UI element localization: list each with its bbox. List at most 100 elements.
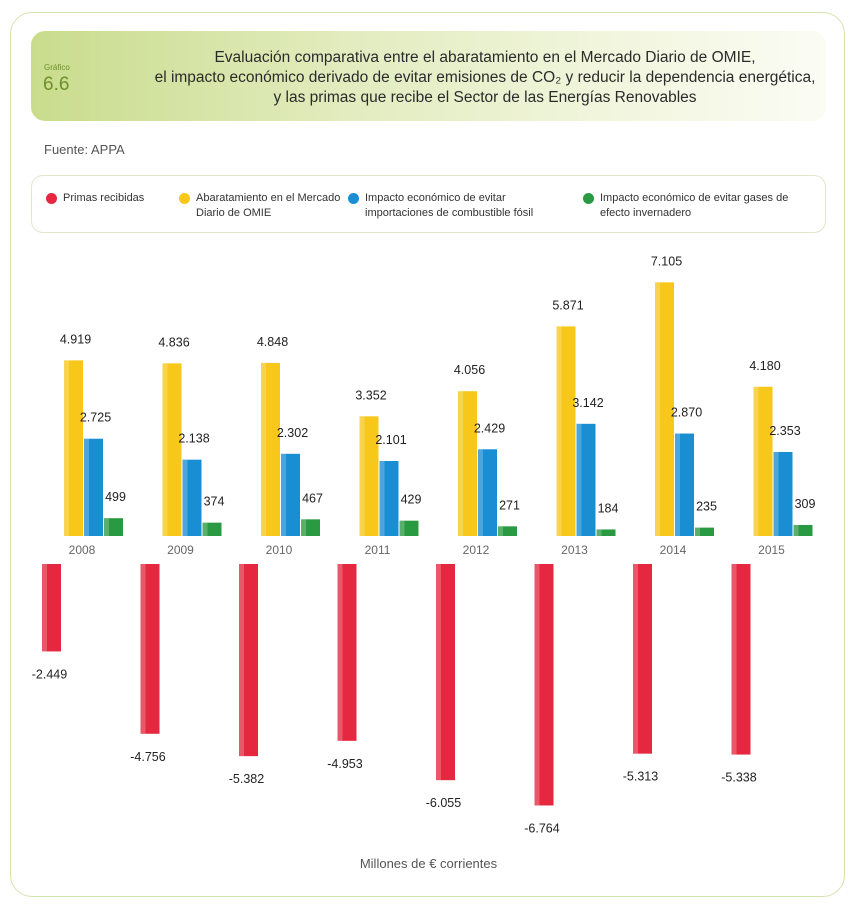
value-label-abaratamiento-2014: 7.105 (651, 254, 682, 268)
year-label-2009: 2009 (167, 543, 194, 557)
value-label-primas-2010: -5.382 (229, 772, 264, 786)
bar-highlight-primas-2009 (140, 564, 146, 734)
bar-highlight-importaciones-2011 (379, 460, 385, 536)
value-label-primas-2014: -5.313 (623, 770, 658, 784)
bar-highlight-abaratamiento-2012 (458, 391, 463, 536)
title-line-1: Evaluación comparativa entre el abaratam… (214, 49, 756, 66)
value-label-primas-2008: -2.449 (32, 667, 67, 681)
chart-header (31, 31, 826, 121)
value-label-importaciones-2014: 2.870 (671, 406, 702, 420)
bar-abaratamiento-2015 (753, 386, 773, 536)
bar-highlight-abaratamiento-2014 (655, 282, 660, 536)
legend-swatch-gases (583, 193, 594, 204)
chart-frame (10, 12, 845, 897)
bar-importaciones-2013 (576, 423, 596, 536)
value-label-importaciones-2009: 2.138 (178, 432, 209, 446)
bar-highlight-importaciones-2015 (773, 451, 779, 536)
bar-gases-2013 (596, 529, 616, 536)
bar-importaciones-2009 (182, 459, 202, 536)
value-label-gases-2010: 467 (302, 491, 323, 505)
legend: Primas recibidas Abaratamiento en el Mer… (31, 175, 826, 233)
value-label-abaratamiento-2015: 4.180 (749, 359, 780, 373)
bar-highlight-abaratamiento-2015 (753, 386, 759, 536)
bar-primas-2013 (534, 564, 554, 806)
value-label-importaciones-2015: 2.353 (769, 424, 800, 438)
bar-highlight-gases-2015 (793, 524, 799, 536)
value-label-gases-2015: 309 (795, 497, 816, 511)
value-label-gases-2009: 374 (204, 495, 225, 509)
bar-highlight-gases-2009 (202, 522, 208, 536)
bar-highlight-gases-2014 (695, 527, 700, 536)
bar-primas-2014 (633, 564, 652, 754)
legend-swatch-abaratamiento (179, 193, 190, 204)
bar-highlight-gases-2011 (399, 520, 405, 536)
graph-number: 6.6 (43, 74, 70, 95)
source-text: Fuente: APPA (44, 142, 125, 157)
legend-swatch-importaciones (348, 193, 359, 204)
value-label-abaratamiento-2010: 4.848 (257, 335, 288, 349)
chart-title: Evaluación comparativa entre el abaratam… (150, 48, 820, 108)
bar-highlight-importaciones-2012 (478, 449, 483, 536)
year-label-2008: 2008 (69, 543, 96, 557)
year-label-2011: 2011 (365, 543, 391, 557)
value-label-primas-2009: -4.756 (130, 750, 165, 764)
value-label-abaratamiento-2008: 4.919 (60, 332, 91, 346)
bar-abaratamiento-2012 (458, 391, 477, 536)
bar-highlight-primas-2011 (337, 564, 343, 741)
bar-importaciones-2008 (84, 438, 103, 536)
bar-abaratamiento-2010 (261, 362, 280, 536)
bar-primas-2008 (42, 564, 61, 652)
bar-importaciones-2015 (773, 451, 793, 536)
bar-importaciones-2014 (675, 433, 694, 536)
year-label-2015: 2015 (758, 543, 785, 557)
value-label-importaciones-2011: 2.101 (375, 433, 406, 447)
bar-gases-2011 (399, 520, 419, 536)
value-label-gases-2011: 429 (401, 493, 422, 507)
value-label-gases-2012: 271 (499, 498, 520, 512)
bar-highlight-primas-2013 (534, 564, 540, 806)
value-label-abaratamiento-2013: 5.871 (552, 298, 583, 312)
bar-highlight-gases-2012 (498, 526, 503, 536)
year-label-2014: 2014 (660, 543, 687, 557)
bar-gases-2010 (301, 519, 320, 536)
bar-importaciones-2011 (379, 460, 399, 536)
legend-swatch-primas (46, 193, 57, 204)
bar-primas-2009 (140, 564, 160, 734)
bar-highlight-abaratamiento-2009 (162, 363, 168, 536)
graph-label: Gráfico (44, 63, 70, 72)
bar-primas-2011 (337, 564, 357, 741)
bar-primas-2015 (731, 564, 751, 755)
bar-highlight-primas-2015 (731, 564, 737, 755)
value-label-primas-2013: -6.764 (524, 821, 559, 835)
bar-highlight-importaciones-2008 (84, 438, 89, 536)
bar-highlight-gases-2010 (301, 519, 306, 536)
value-label-primas-2015: -5.338 (721, 771, 756, 785)
title-line-2: el impacto económico derivado de evitar … (154, 69, 816, 86)
bar-highlight-importaciones-2010 (281, 453, 286, 536)
bar-highlight-primas-2012 (436, 564, 441, 781)
bar-abaratamiento-2011 (359, 416, 379, 536)
bar-importaciones-2010 (281, 453, 300, 536)
bar-abaratamiento-2009 (162, 363, 182, 536)
value-label-importaciones-2012: 2.429 (474, 421, 505, 435)
bar-highlight-abaratamiento-2008 (64, 360, 69, 536)
bar-highlight-gases-2008 (104, 518, 109, 536)
bar-gases-2008 (104, 518, 123, 536)
bar-highlight-abaratamiento-2011 (359, 416, 365, 536)
value-label-gases-2014: 235 (696, 500, 717, 514)
year-label-2012: 2012 (463, 543, 490, 557)
bar-highlight-importaciones-2009 (182, 459, 188, 536)
bar-highlight-primas-2010 (239, 564, 244, 757)
bar-gases-2014 (695, 527, 714, 536)
bar-gases-2015 (793, 524, 813, 536)
legend-label-gases: Impacto económico de evitar gases de efe… (600, 192, 789, 219)
bar-highlight-gases-2013 (596, 529, 602, 536)
value-label-primas-2011: -4.953 (327, 757, 362, 771)
value-label-abaratamiento-2011: 3.352 (355, 388, 386, 402)
year-label-2013: 2013 (561, 543, 588, 557)
bar-abaratamiento-2013 (556, 326, 576, 536)
title-line-3: y las primas que recibe el Sector de las… (273, 89, 697, 106)
bar-abaratamiento-2014 (655, 282, 674, 536)
bar-abaratamiento-2008 (64, 360, 83, 536)
